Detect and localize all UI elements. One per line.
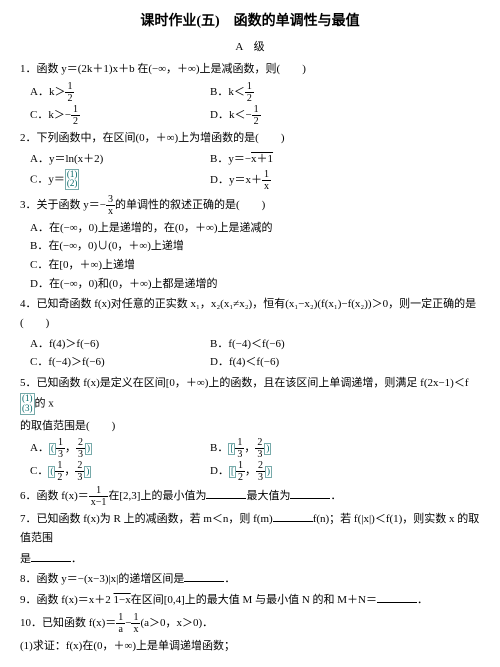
q5-stem: 5．已知函数 f(x)是定义在区间[0，＋∞)上的函数，且在该区间上单调递增，则… <box>20 374 480 414</box>
blank-input[interactable] <box>290 488 330 499</box>
q7-stem2: 是． <box>20 550 480 569</box>
q2-options: A．y＝ln(x＋2) B．y＝−x＋1 C．y＝(1)(2) D．y＝x＋1x <box>30 150 480 192</box>
blank-input[interactable] <box>273 511 313 522</box>
page-title: 课时作业(五) 函数的单调性与最值 <box>20 10 480 34</box>
q7-stem: 7．已知函数 f(x)为 R 上的减函数，若 m＜n，则 f(m)f(n)；若 … <box>20 510 480 547</box>
blank-input[interactable] <box>206 488 246 499</box>
q10-sub: (1)求证：f(x)在(0，＋∞)上是单调递增函数； <box>20 637 480 656</box>
q9-stem: 9．函数 f(x)＝x＋2 1−x在区间[0,4]上的最大值 M 与最小值 N … <box>20 591 480 610</box>
blank-input[interactable] <box>184 571 224 582</box>
blank-input[interactable] <box>31 551 71 562</box>
q6-stem: 6．函数 f(x)＝1x−1在[2,3]上的最小值为最大值为． <box>20 485 480 508</box>
fraction-icon: (1)(2) <box>65 169 80 191</box>
blank-input[interactable] <box>377 592 417 603</box>
q5-options: A．(13，23) B．[13，23) C．(12，23) D．[12，23) <box>30 437 480 483</box>
q3-stem: 3．关于函数 y＝−3x的单调性的叙述正确的是( ) <box>20 194 480 217</box>
fraction-icon: (1)(3) <box>20 393 35 415</box>
q8-stem: 8．函数 y＝−(x−3)|x|的递增区间是． <box>20 570 480 589</box>
q5-stem2: 的取值范围是( ) <box>20 417 480 436</box>
q3-options: A．在(−∞，0)上是递增的，在(0，＋∞)上是递减的 B．在(−∞，0)∪(0… <box>30 219 480 294</box>
q1-options: A．k＞12 B．k＜12 C．k＞−12 D．k＜−12 <box>30 81 480 127</box>
level-label: A 级 <box>20 38 480 57</box>
q1-stem: 1．函数 y＝(2k＋1)x＋b 在(−∞，＋∞)上是减函数，则( ) <box>20 60 480 79</box>
q10-stem: 10．已知函数 f(x)＝1a−1x(a＞0，x＞0)． <box>20 612 480 635</box>
q2-stem: 2．下列函数中，在区间(0，＋∞)上为增函数的是( ) <box>20 129 480 148</box>
q4-stem: 4．已知奇函数 f(x)对任意的正实数 x₁，x₂(x₁≠x₂)，恒有(x₁−x… <box>20 295 480 332</box>
q4-options: A．f(4)＞f(−6) B．f(−4)＜f(−6) C．f(−4)＞f(−6)… <box>30 335 480 372</box>
